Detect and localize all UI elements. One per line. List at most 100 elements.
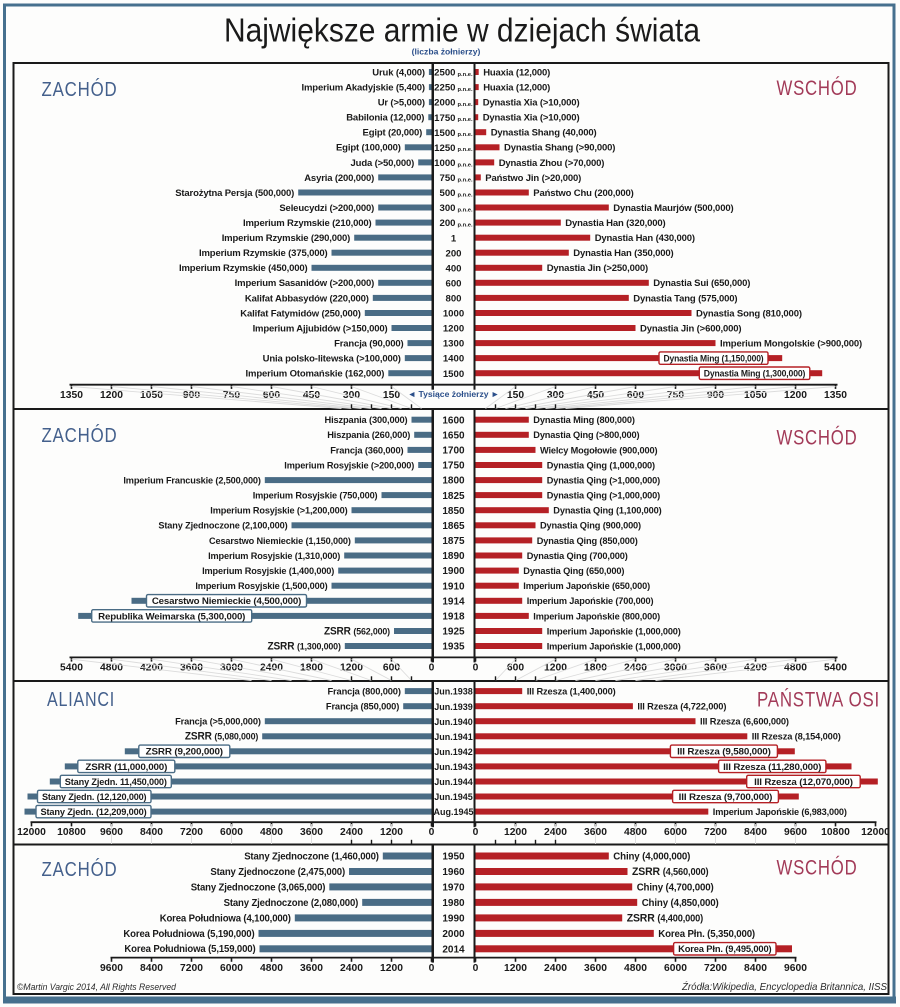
svg-text:p.n.e.: p.n.e. bbox=[458, 192, 474, 198]
svg-text:600: 600 bbox=[383, 663, 400, 674]
svg-text:ZSRR (5,080,000): ZSRR (5,080,000) bbox=[185, 731, 258, 743]
svg-text:Dynastia Sui (650,000): Dynastia Sui (650,000) bbox=[653, 278, 750, 289]
svg-text:3600: 3600 bbox=[584, 963, 607, 974]
svg-text:Babilonia (12,000): Babilonia (12,000) bbox=[346, 113, 424, 124]
svg-text:Jun.1944: Jun.1944 bbox=[434, 777, 473, 787]
svg-text:1825: 1825 bbox=[442, 491, 465, 502]
svg-text:p.n.e.: p.n.e. bbox=[458, 162, 474, 168]
svg-text:1250: 1250 bbox=[434, 143, 455, 154]
svg-text:0: 0 bbox=[429, 663, 435, 674]
svg-text:1200: 1200 bbox=[544, 663, 567, 674]
svg-text:Unia polsko-litewska (>100,000: Unia polsko-litewska (>100,000) bbox=[263, 354, 401, 365]
svg-text:Dynastia Qing (1,000,000): Dynastia Qing (1,000,000) bbox=[547, 460, 655, 471]
svg-text:600: 600 bbox=[263, 390, 280, 401]
svg-text:1500: 1500 bbox=[443, 369, 464, 380]
svg-text:Imperium Mongolskie (>900,000): Imperium Mongolskie (>900,000) bbox=[720, 339, 862, 350]
svg-text:Dynastia Han (430,000): Dynastia Han (430,000) bbox=[595, 233, 695, 244]
svg-text:400: 400 bbox=[445, 263, 461, 274]
svg-text:6000: 6000 bbox=[664, 963, 687, 974]
svg-text:1960: 1960 bbox=[442, 867, 465, 878]
svg-text:Korea Płn. (9,495,000): Korea Płn. (9,495,000) bbox=[678, 944, 771, 954]
svg-text:Imperium Japońskie (6,983,000: Imperium Japońskie (6,983,000) bbox=[713, 807, 847, 818]
svg-text:Jun.1943: Jun.1943 bbox=[434, 762, 473, 772]
svg-text:2250: 2250 bbox=[434, 83, 455, 94]
svg-text:Aug.1945: Aug.1945 bbox=[433, 807, 473, 817]
svg-text:Imperium Sasanidów (>200,000): Imperium Sasanidów (>200,000) bbox=[235, 278, 375, 289]
svg-text:III Rzesza (11,280,000): III Rzesza (11,280,000) bbox=[723, 762, 821, 772]
svg-text:ZACHÓD: ZACHÓD bbox=[42, 78, 118, 101]
svg-text:750: 750 bbox=[439, 173, 455, 184]
svg-text:III Rzesza (12,070,000): III Rzesza (12,070,000) bbox=[754, 777, 853, 787]
svg-text:Francja (850,000): Francja (850,000) bbox=[326, 702, 399, 713]
svg-text:1990: 1990 bbox=[442, 914, 465, 925]
svg-text:1875: 1875 bbox=[442, 536, 465, 547]
svg-text:200: 200 bbox=[439, 218, 455, 229]
svg-text:©Martin Vargic 2014, All Right: ©Martin Vargic 2014, All Rights Reserved bbox=[17, 982, 177, 993]
svg-text:Imperium Japońskie (1,000,000: Imperium Japońskie (1,000,000) bbox=[547, 626, 681, 637]
svg-text:3600: 3600 bbox=[704, 663, 727, 674]
svg-text:Dynastia Han (320,000): Dynastia Han (320,000) bbox=[565, 218, 665, 229]
svg-text:Dynastia Jin (>250,000): Dynastia Jin (>250,000) bbox=[547, 263, 648, 274]
svg-text:Imperium Rosyjskie (>1,200,00: Imperium Rosyjskie (>1,200,000) bbox=[210, 506, 347, 517]
svg-text:3600: 3600 bbox=[300, 963, 323, 974]
svg-text:p.n.e.: p.n.e. bbox=[458, 72, 474, 78]
svg-text:1: 1 bbox=[451, 233, 457, 244]
svg-text:Huaxia (12,000): Huaxia (12,000) bbox=[483, 67, 550, 78]
svg-text:Korea Południowa (4,100,000): Korea Południowa (4,100,000) bbox=[160, 913, 291, 924]
svg-text:1650: 1650 bbox=[442, 430, 465, 441]
svg-text:Asyria (200,000): Asyria (200,000) bbox=[304, 173, 374, 184]
svg-text:1000: 1000 bbox=[443, 309, 464, 320]
svg-text:3000: 3000 bbox=[664, 663, 687, 674]
svg-text:Stany Zjednoczone (1,460,000): Stany Zjednoczone (1,460,000) bbox=[244, 851, 379, 862]
svg-text:600: 600 bbox=[445, 278, 461, 289]
svg-text:Seleucydzi (>200,000): Seleucydzi (>200,000) bbox=[279, 203, 374, 214]
svg-text:p.n.e.: p.n.e. bbox=[458, 132, 474, 138]
svg-text:1200: 1200 bbox=[443, 324, 464, 335]
svg-text:Francja (90,000): Francja (90,000) bbox=[334, 339, 403, 350]
svg-text:III Rzesza (9,700,000): III Rzesza (9,700,000) bbox=[679, 792, 773, 802]
svg-text:1890: 1890 bbox=[442, 551, 465, 562]
svg-text:7200: 7200 bbox=[180, 963, 203, 974]
svg-text:ZSRR (562,000): ZSRR (562,000) bbox=[324, 625, 390, 637]
svg-text:1914: 1914 bbox=[442, 596, 465, 607]
svg-text:ZACHÓD: ZACHÓD bbox=[42, 424, 118, 447]
svg-text:900: 900 bbox=[183, 390, 200, 401]
svg-text:◄ Tysiące żołnierzy ►: ◄ Tysiące żołnierzy ► bbox=[408, 389, 500, 399]
svg-text:1918: 1918 bbox=[442, 612, 465, 623]
svg-text:300: 300 bbox=[343, 390, 360, 401]
svg-text:ZSRR (11,000,000): ZSRR (11,000,000) bbox=[85, 762, 167, 772]
svg-text:7200: 7200 bbox=[704, 963, 727, 974]
svg-text:1500: 1500 bbox=[434, 128, 455, 139]
svg-text:Imperium Akadyjskie (5,400): Imperium Akadyjskie (5,400) bbox=[302, 83, 425, 94]
svg-text:Chiny (4,000,000): Chiny (4,000,000) bbox=[613, 851, 690, 862]
svg-text:Imperium Francuskie (2,500,00: Imperium Francuskie (2,500,000) bbox=[123, 476, 260, 487]
svg-text:1400: 1400 bbox=[443, 354, 464, 365]
svg-text:Imperium Japońskie (700,000): Imperium Japońskie (700,000) bbox=[527, 596, 654, 607]
svg-text:Państwo Jin (>20,000): Państwo Jin (>20,000) bbox=[485, 173, 581, 184]
svg-text:Stany Zjedn. 11,450,000): Stany Zjedn. 11,450,000) bbox=[65, 777, 167, 787]
svg-text:(liczba żołnierzy): (liczba żołnierzy) bbox=[412, 47, 481, 57]
svg-text:800: 800 bbox=[445, 294, 461, 305]
svg-text:Imperium Rzymskie (290,000): Imperium Rzymskie (290,000) bbox=[222, 233, 351, 244]
svg-text:Stany Zjednoczone (2,080,000): Stany Zjednoczone (2,080,000) bbox=[224, 898, 359, 909]
svg-text:1910: 1910 bbox=[442, 581, 465, 592]
svg-text:WSCHÓD: WSCHÓD bbox=[777, 855, 858, 880]
svg-text:PAŃSTWA OSI: PAŃSTWA OSI bbox=[757, 687, 880, 712]
svg-text:10800: 10800 bbox=[821, 827, 850, 838]
svg-text:Dynastia Zhou (>70,000): Dynastia Zhou (>70,000) bbox=[499, 158, 605, 169]
svg-text:0: 0 bbox=[429, 827, 435, 838]
svg-text:2000: 2000 bbox=[442, 929, 465, 940]
svg-text:1750: 1750 bbox=[434, 113, 455, 124]
svg-text:III Rzesza (6,600,000): III Rzesza (6,600,000) bbox=[700, 717, 789, 728]
svg-text:Dynastia Qing (650,000): Dynastia Qing (650,000) bbox=[523, 566, 624, 577]
svg-text:0: 0 bbox=[473, 963, 479, 974]
svg-text:600: 600 bbox=[627, 390, 644, 401]
svg-text:4800: 4800 bbox=[784, 663, 807, 674]
svg-text:150: 150 bbox=[507, 390, 524, 401]
svg-text:Uruk (4,000): Uruk (4,000) bbox=[372, 67, 425, 78]
svg-text:WSCHÓD: WSCHÓD bbox=[777, 75, 858, 100]
svg-text:1200: 1200 bbox=[504, 963, 527, 974]
svg-text:WSCHÓD: WSCHÓD bbox=[777, 425, 858, 450]
svg-text:1050: 1050 bbox=[140, 390, 163, 401]
svg-text:Dynastia Xia (>10,000): Dynastia Xia (>10,000) bbox=[483, 98, 580, 109]
